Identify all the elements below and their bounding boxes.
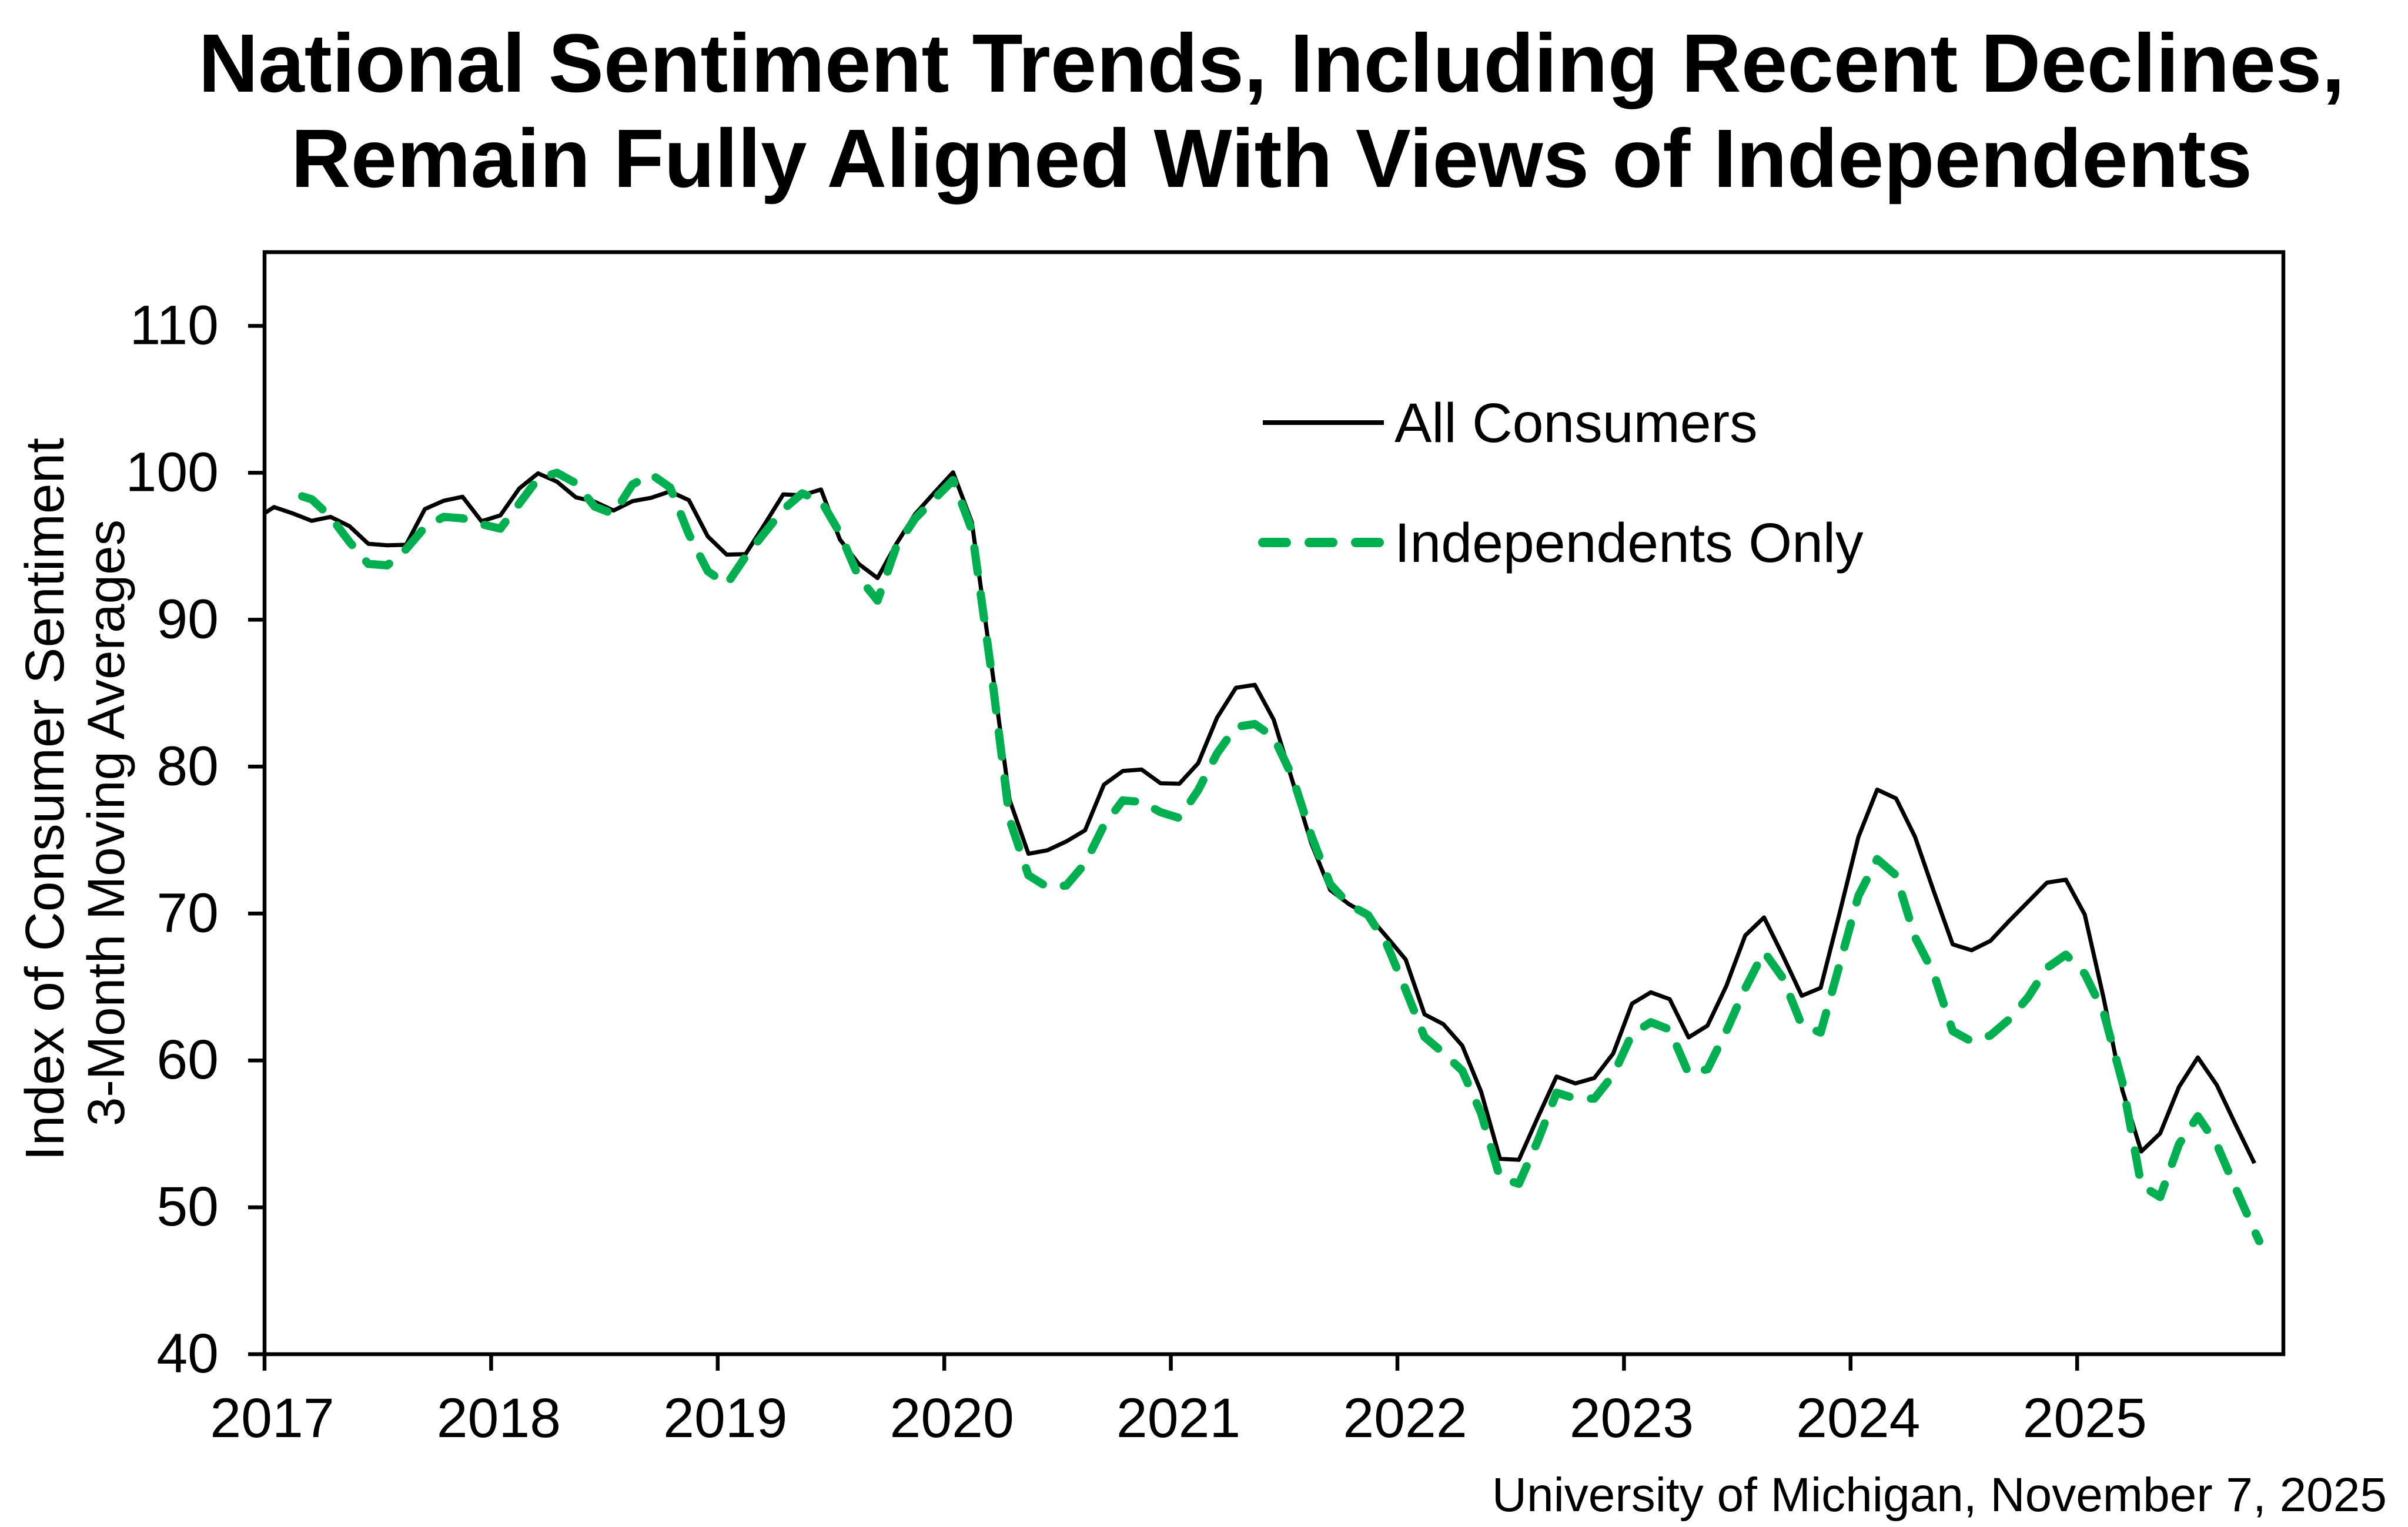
svg-text:2017: 2017: [210, 1387, 334, 1449]
svg-text:2023: 2023: [1570, 1387, 1694, 1449]
svg-text:60: 60: [156, 1029, 219, 1091]
svg-text:2021: 2021: [1116, 1387, 1240, 1449]
svg-text:110: 110: [130, 294, 219, 357]
svg-text:All Consumers: All Consumers: [1394, 392, 1758, 454]
svg-text:100: 100: [125, 441, 219, 503]
svg-text:3-Month Moving Averages: 3-Month Moving Averages: [76, 520, 135, 1126]
svg-text:Remain Fully Aligned With View: Remain Fully Aligned With Views of Indep…: [291, 112, 2252, 205]
svg-text:Independents Only: Independents Only: [1394, 512, 1864, 574]
svg-text:Index of Consumer Sentiment: Index of Consumer Sentiment: [14, 438, 75, 1161]
svg-text:90: 90: [156, 588, 219, 650]
svg-text:2022: 2022: [1343, 1387, 1467, 1449]
svg-text:50: 50: [156, 1176, 219, 1238]
svg-text:2024: 2024: [1796, 1387, 1920, 1449]
svg-text:2020: 2020: [890, 1387, 1014, 1449]
svg-text:2018: 2018: [437, 1387, 561, 1449]
svg-text:2019: 2019: [663, 1387, 787, 1449]
svg-text:80: 80: [156, 735, 219, 797]
svg-text:70: 70: [156, 882, 219, 944]
svg-text:40: 40: [156, 1322, 219, 1385]
svg-text:National Sentiment Trends, Inc: National Sentiment Trends, Including Rec…: [198, 16, 2345, 109]
svg-text:2025: 2025: [2023, 1387, 2147, 1449]
svg-text:University of Michigan, Novemb: University of Michigan, November 7, 2025: [1492, 1468, 2387, 1522]
